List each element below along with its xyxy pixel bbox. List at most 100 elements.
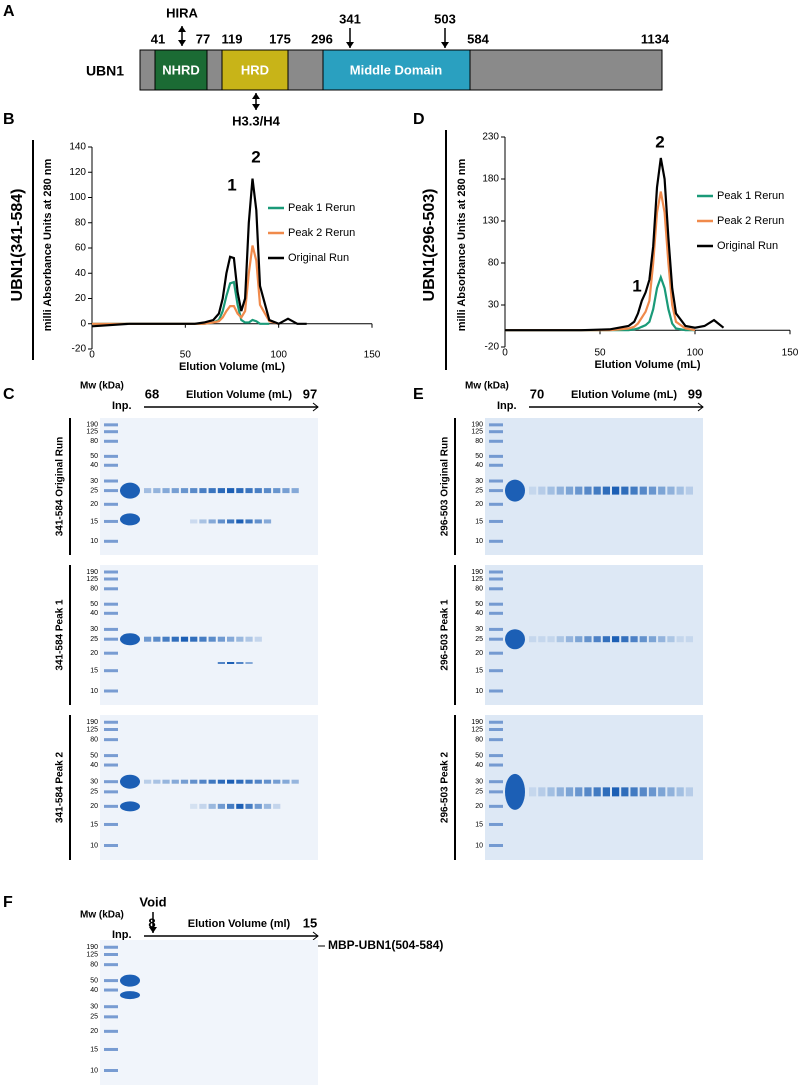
x-axis-title: Elution Volume (mL) bbox=[179, 361, 285, 373]
elution-band bbox=[254, 803, 262, 809]
elution-band bbox=[245, 662, 253, 664]
marker-band bbox=[489, 627, 503, 631]
elution-band bbox=[199, 779, 207, 784]
input-band bbox=[120, 482, 140, 499]
x-tick-label: 0 bbox=[89, 350, 95, 361]
marker-band bbox=[489, 728, 503, 731]
marker-label: 30 bbox=[90, 626, 98, 633]
position-label: 296 bbox=[311, 31, 333, 46]
domain-name: NHRD bbox=[162, 62, 200, 77]
marker-label: 10 bbox=[90, 842, 98, 849]
marker-label: 40 bbox=[90, 462, 98, 469]
marker-label: 15 bbox=[475, 518, 483, 525]
legend-label: Peak 2 Rerun bbox=[717, 215, 784, 227]
marker-band bbox=[104, 423, 118, 427]
mw-label: Mw (kDa) bbox=[465, 381, 509, 392]
domain-name: Middle Domain bbox=[350, 62, 443, 77]
elution-band bbox=[227, 636, 235, 642]
elution-band bbox=[153, 636, 161, 642]
x-axis-title: Elution Volume (mL) bbox=[594, 359, 700, 371]
elution-band bbox=[273, 488, 281, 494]
elution-band bbox=[630, 787, 638, 797]
marker-band bbox=[104, 1015, 118, 1019]
marker-band bbox=[489, 611, 503, 615]
elution-band bbox=[190, 519, 198, 524]
marker-label: 125 bbox=[86, 951, 98, 958]
axis-label: Elution Volume (mL) bbox=[186, 389, 292, 401]
series-line bbox=[505, 273, 695, 332]
marker-label: 190 bbox=[471, 422, 483, 429]
elution-band bbox=[556, 787, 564, 797]
legend-label: Peak 2 Rerun bbox=[288, 227, 355, 239]
arrow-head bbox=[346, 42, 354, 48]
gel bbox=[100, 715, 318, 860]
elution-band bbox=[162, 779, 170, 784]
marker-band bbox=[104, 539, 118, 543]
elution-band bbox=[602, 787, 610, 797]
legend-label: Original Run bbox=[288, 252, 349, 264]
y-tick-label: 130 bbox=[482, 216, 499, 227]
input-band bbox=[120, 774, 140, 789]
elution-band bbox=[153, 488, 161, 494]
position-label: 175 bbox=[269, 31, 291, 46]
marker-label: 25 bbox=[90, 789, 98, 796]
elution-band bbox=[621, 486, 629, 495]
y-axis-title: milli Absorbance Units at 280 nm bbox=[456, 158, 468, 331]
elution-band bbox=[538, 486, 546, 495]
elution-band bbox=[190, 779, 198, 784]
elution-band bbox=[162, 488, 170, 494]
lane-set-label: 296-503 Peak 1 bbox=[440, 599, 451, 671]
elution-band bbox=[199, 488, 207, 494]
side-label: UBN1(341-584) bbox=[9, 189, 26, 302]
marker-band bbox=[489, 637, 503, 641]
marker-band bbox=[104, 988, 118, 992]
marker-band bbox=[104, 945, 118, 949]
x-tick-label: 0 bbox=[502, 348, 508, 359]
marker-band bbox=[104, 502, 118, 506]
arrow-head bbox=[149, 927, 157, 933]
x-tick-label: 150 bbox=[364, 350, 381, 361]
panel-label: B bbox=[3, 111, 15, 128]
elution-band bbox=[217, 662, 225, 664]
elution-band bbox=[593, 636, 601, 643]
marker-label: 80 bbox=[475, 438, 483, 445]
elution-band bbox=[208, 803, 216, 809]
marker-band bbox=[489, 502, 503, 506]
marker-band bbox=[489, 519, 503, 523]
marker-label: 50 bbox=[475, 453, 483, 460]
arrow-head bbox=[178, 26, 186, 32]
marker-label: 15 bbox=[90, 518, 98, 525]
marker-band bbox=[104, 570, 118, 574]
y-tick-label: 30 bbox=[488, 300, 500, 311]
marker-band bbox=[489, 602, 503, 606]
marker-band bbox=[489, 423, 503, 427]
elution-band bbox=[547, 486, 555, 495]
marker-label: 25 bbox=[90, 487, 98, 494]
peak-label: 1 bbox=[227, 175, 236, 194]
elution-band bbox=[593, 787, 601, 797]
elution-band bbox=[254, 519, 262, 524]
elution-band bbox=[144, 636, 152, 642]
marker-label: 40 bbox=[90, 610, 98, 617]
elution-band bbox=[282, 779, 290, 784]
marker-label: 190 bbox=[86, 569, 98, 576]
elution-band bbox=[217, 519, 225, 524]
marker-label: 10 bbox=[475, 688, 483, 695]
elution-band bbox=[565, 636, 574, 643]
elution-band bbox=[621, 636, 629, 643]
marker-band bbox=[489, 577, 503, 581]
lane-set-label: 341-584 Peak 2 bbox=[55, 751, 66, 823]
marker-label: 15 bbox=[90, 821, 98, 828]
y-tick-label: -20 bbox=[72, 344, 87, 355]
marker-band bbox=[489, 651, 503, 655]
elution-band bbox=[529, 787, 537, 797]
marker-band bbox=[489, 804, 503, 808]
elution-band bbox=[658, 486, 666, 495]
elution-band bbox=[667, 787, 675, 797]
elution-band bbox=[236, 636, 244, 642]
marker-band bbox=[489, 763, 503, 767]
marker-band bbox=[104, 463, 118, 467]
input-band bbox=[120, 513, 140, 526]
series-line bbox=[92, 245, 279, 325]
series-line bbox=[505, 157, 725, 332]
